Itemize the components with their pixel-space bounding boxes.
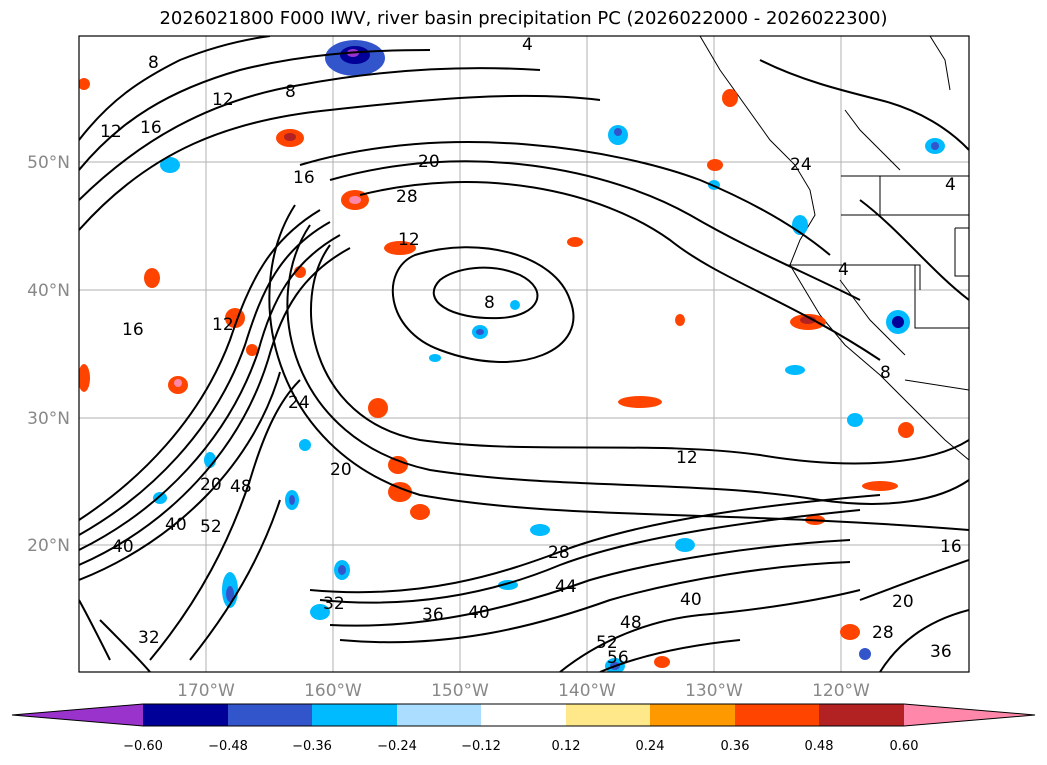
contour-label: 28 bbox=[872, 623, 894, 643]
contour-label: 32 bbox=[323, 594, 345, 614]
contour-label: 36 bbox=[422, 605, 444, 625]
latitude-label: 30°N bbox=[27, 409, 70, 429]
colorbar: −0.60 −0.48 −0.36 −0.24 −0.12 0.12 0.24 … bbox=[11, 703, 1036, 754]
colorbar-tick-label: 0.60 bbox=[890, 739, 919, 754]
contour-label: 12 bbox=[676, 448, 698, 468]
colorbar-segment bbox=[312, 704, 397, 726]
colorbar-extend-max bbox=[904, 704, 1035, 726]
latitude-label: 40°N bbox=[27, 281, 70, 301]
colorbar-tick-label: −0.24 bbox=[377, 739, 417, 754]
contour-label: 40 bbox=[165, 515, 187, 535]
latitude-label: 20°N bbox=[27, 536, 70, 556]
contour-label: 40 bbox=[680, 590, 702, 610]
contour-label: 32 bbox=[138, 628, 160, 648]
longitude-label: 170°W bbox=[177, 681, 235, 701]
contour-label: 12 bbox=[100, 122, 122, 142]
colorbar-segment bbox=[735, 704, 819, 726]
colorbar-tick-label: 0.12 bbox=[552, 739, 581, 754]
contour-label: 48 bbox=[230, 477, 252, 497]
contour-label: 28 bbox=[396, 187, 418, 207]
contour-label: 24 bbox=[288, 393, 310, 413]
colorbar-segment bbox=[566, 704, 650, 726]
contour-label: 40 bbox=[112, 537, 134, 557]
colorbar-segment bbox=[397, 704, 481, 726]
colorbar-tick-label: −0.12 bbox=[461, 739, 501, 754]
graticule bbox=[79, 36, 969, 672]
map-frame bbox=[78, 35, 970, 673]
colorbar-segment bbox=[819, 704, 904, 726]
colorbar-segment bbox=[650, 704, 735, 726]
contour-label: 8 bbox=[484, 293, 495, 313]
colorbar-extend-min bbox=[12, 704, 143, 726]
contour-label: 12 bbox=[398, 230, 420, 250]
colorbar-tick-label: 0.48 bbox=[805, 739, 834, 754]
contour-label: 8 bbox=[880, 363, 891, 383]
colorbar-segment bbox=[143, 704, 228, 726]
contour-label: 20 bbox=[200, 475, 222, 495]
contour-label: 4 bbox=[945, 175, 956, 195]
contour-label: 16 bbox=[940, 537, 962, 557]
contour-label: 20 bbox=[418, 152, 440, 172]
contour-label: 44 bbox=[555, 577, 577, 597]
contour-label: 48 bbox=[620, 613, 642, 633]
colorbar-tick-label: −0.48 bbox=[208, 739, 248, 754]
latitude-label: 50°N bbox=[27, 153, 70, 173]
contour-label: 24 bbox=[790, 155, 812, 175]
map-title: 2026021800 F000 IWV, river basin precipi… bbox=[159, 8, 888, 29]
contour-label: 8 bbox=[285, 82, 296, 102]
contour-label: 16 bbox=[140, 118, 162, 138]
contour-label: 20 bbox=[892, 592, 914, 612]
contour-label: 40 bbox=[468, 603, 490, 623]
colorbar-tick-label: 0.36 bbox=[721, 739, 750, 754]
contour-label: 20 bbox=[330, 460, 352, 480]
contour-label: 52 bbox=[200, 517, 222, 537]
longitude-label: 120°W bbox=[812, 681, 870, 701]
contour-label: 12 bbox=[212, 90, 234, 110]
colorbar-tick-label: 0.24 bbox=[636, 739, 665, 754]
contour-label: 8 bbox=[148, 53, 159, 73]
colorbar-segment bbox=[481, 704, 566, 726]
contour-label: 16 bbox=[293, 168, 315, 188]
colorbar-tick-label: −0.60 bbox=[123, 739, 163, 754]
contour-label: 4 bbox=[522, 35, 533, 55]
iwv-contours bbox=[79, 36, 969, 672]
longitude-label: 130°W bbox=[685, 681, 743, 701]
contour-label: 28 bbox=[548, 543, 570, 563]
contour-label: 12 bbox=[212, 315, 234, 335]
contour-label: 4 bbox=[838, 260, 849, 280]
contour-label: 36 bbox=[930, 642, 952, 662]
map-plot-area: 8 12 16 4 8 20 16 28 12 8 12 16 24 20 12… bbox=[79, 35, 969, 672]
colorbar-tick-label: −0.36 bbox=[292, 739, 332, 754]
coastlines bbox=[699, 36, 969, 461]
contour-label: 16 bbox=[122, 320, 144, 340]
latitude-axis: 50°N 40°N 30°N 20°N bbox=[27, 153, 70, 556]
contour-label: 52 bbox=[596, 633, 618, 653]
longitude-label: 140°W bbox=[558, 681, 616, 701]
longitude-axis: 170°W 160°W 150°W 140°W 130°W 120°W bbox=[177, 681, 870, 701]
longitude-label: 150°W bbox=[431, 681, 489, 701]
contour-labels: 8 12 16 4 8 20 16 28 12 8 12 16 24 20 12… bbox=[100, 35, 962, 668]
colorbar-segment bbox=[228, 704, 312, 726]
contour-label: 56 bbox=[607, 648, 629, 668]
longitude-label: 160°W bbox=[304, 681, 362, 701]
